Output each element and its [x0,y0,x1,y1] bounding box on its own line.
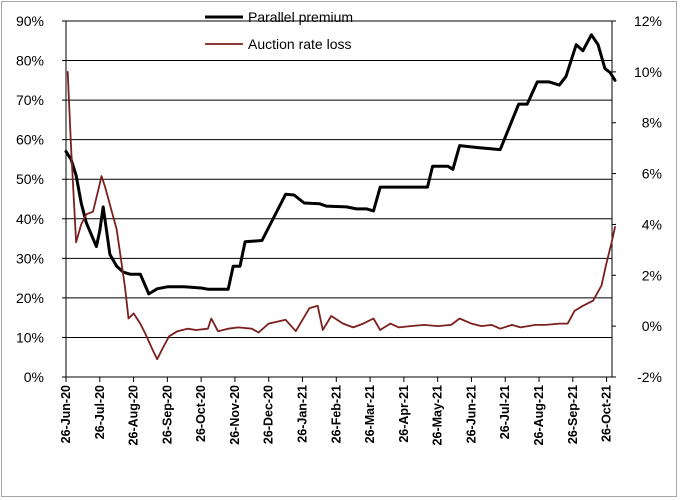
legend: Parallel premium Auction rate loss [205,9,353,52]
x-tick-label: 26-Sep-20 [160,385,174,444]
x-tick-label: 26-Feb-21 [329,385,343,443]
left-tick-label: 80% [16,53,44,69]
left-tick-label: 0% [24,369,44,385]
legend-label-parallel-premium: Parallel premium [248,9,353,25]
x-tick-label: 26-Jun-21 [464,385,478,443]
left-tick-label: 20% [16,290,44,306]
legend-label-auction-rate-loss: Auction rate loss [248,36,352,52]
x-axis-tick-labels: 26-Jun-20 26-Jul-20 26-Aug-20 26-Sep-20 26-O… [59,385,614,445]
x-tick-label: 26-Apr-21 [397,385,411,443]
left-tick-label: 40% [16,211,44,227]
left-tick-label: 10% [16,329,44,345]
x-tick-label: 26-Aug-20 [127,385,141,445]
left-axis-tick-labels: 0% 10% 20% 30% 40% 50% 60% 70% 80% 90% [16,13,44,385]
x-tick-label: 26-Aug-21 [532,385,546,445]
right-axis-tick-labels: -2% 0% 2% 4% 6% 8% 10% 12% [634,13,662,385]
right-tick-label: -2% [637,369,662,385]
right-tick-label: 2% [642,267,662,283]
series-lines [64,33,617,361]
left-tick-label: 90% [16,13,44,29]
x-tick-label: 26-Jul-21 [498,385,512,439]
x-tick-label: 26-Jun-20 [59,385,73,443]
left-tick-label: 30% [16,250,44,266]
x-tick-label: 26-Oct-21 [600,385,614,442]
series-line-auction-rate-loss [66,71,616,361]
x-tick-label: 26-May-21 [431,385,445,445]
x-tick-label: 26-Sep-21 [566,385,580,444]
right-tick-label: 4% [642,216,662,232]
right-tick-label: 8% [642,115,662,131]
right-tick-label: 12% [634,13,662,29]
x-tick-label: 26-Dec-20 [262,385,276,444]
gridlines [66,20,612,338]
left-tick-label: 50% [16,171,44,187]
left-tick-label: 60% [16,132,44,148]
right-tick-label: 0% [642,318,662,334]
x-tick-label: 26-Jul-20 [93,385,107,439]
series-line-parallel-premium [64,33,617,296]
right-tick-label: 6% [642,166,662,182]
left-tick-label: 70% [16,92,44,108]
x-tick-label: 26-Oct-20 [194,385,208,442]
x-tick-label: 26-Jan-21 [296,385,310,443]
x-tick-label: 26-Mar-21 [363,385,377,443]
right-tick-label: 10% [634,64,662,80]
x-tick-label: 26-Nov-20 [228,385,242,445]
axes [62,20,616,382]
